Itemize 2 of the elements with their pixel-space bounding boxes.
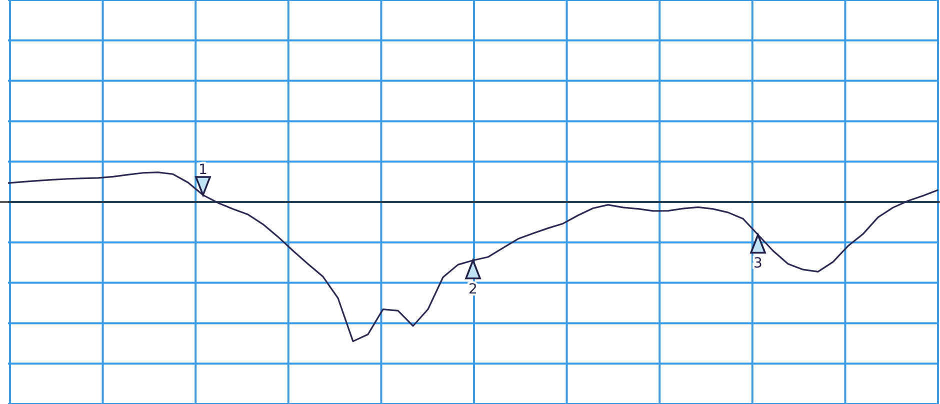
annotation: 1 [198, 162, 208, 178]
annotation: 3 [754, 256, 762, 272]
